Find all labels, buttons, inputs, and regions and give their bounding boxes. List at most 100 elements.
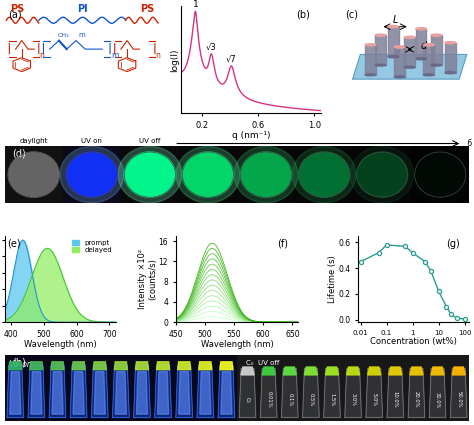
Bar — [237, 355, 469, 421]
Text: CH₃: CH₃ — [58, 33, 69, 38]
Polygon shape — [72, 362, 85, 370]
Ellipse shape — [350, 146, 414, 203]
Text: 5.0%: 5.0% — [372, 393, 377, 406]
Polygon shape — [408, 368, 425, 417]
Ellipse shape — [8, 152, 59, 197]
Polygon shape — [156, 362, 170, 370]
Polygon shape — [115, 371, 127, 414]
Ellipse shape — [365, 74, 376, 76]
Text: (c): (c) — [345, 10, 358, 20]
Ellipse shape — [299, 152, 350, 197]
Polygon shape — [10, 371, 21, 414]
Polygon shape — [431, 367, 444, 375]
Ellipse shape — [416, 58, 427, 60]
Text: n: n — [40, 51, 45, 60]
Text: √7: √7 — [226, 55, 237, 64]
Polygon shape — [324, 368, 340, 417]
Bar — [121, 146, 179, 203]
Text: PS: PS — [10, 4, 24, 14]
Polygon shape — [394, 47, 405, 77]
Ellipse shape — [375, 34, 386, 37]
Text: m: m — [111, 51, 118, 60]
Polygon shape — [197, 365, 214, 417]
Polygon shape — [423, 45, 434, 75]
Polygon shape — [199, 362, 212, 370]
Polygon shape — [304, 367, 318, 375]
Text: C₀: C₀ — [245, 397, 250, 402]
Ellipse shape — [118, 146, 182, 203]
Text: 3.0%: 3.0% — [351, 393, 356, 406]
Polygon shape — [176, 365, 192, 417]
Ellipse shape — [445, 42, 456, 44]
Ellipse shape — [292, 146, 356, 203]
Text: 50.0%: 50.0% — [456, 391, 461, 408]
Polygon shape — [220, 362, 233, 370]
Polygon shape — [365, 45, 376, 75]
Text: PI: PI — [77, 4, 88, 14]
Polygon shape — [94, 371, 105, 414]
Text: UV off: UV off — [139, 138, 161, 144]
Ellipse shape — [416, 28, 427, 30]
Polygon shape — [262, 367, 275, 375]
Ellipse shape — [124, 152, 175, 197]
Polygon shape — [353, 54, 467, 79]
Polygon shape — [112, 365, 129, 417]
Text: (a): (a) — [8, 10, 21, 20]
Ellipse shape — [423, 44, 434, 46]
Ellipse shape — [431, 64, 442, 66]
Ellipse shape — [394, 76, 405, 78]
Y-axis label: log(I): log(I) — [170, 48, 179, 71]
Ellipse shape — [415, 152, 466, 197]
Polygon shape — [200, 371, 211, 414]
Text: (f): (f) — [277, 238, 288, 249]
Polygon shape — [241, 367, 254, 375]
Polygon shape — [137, 371, 147, 414]
Bar — [63, 146, 121, 203]
Ellipse shape — [388, 56, 399, 58]
Text: $d$: $d$ — [420, 40, 428, 51]
Polygon shape — [91, 365, 108, 417]
Text: C₀  UV off: C₀ UV off — [246, 360, 280, 366]
Polygon shape — [302, 368, 319, 417]
Ellipse shape — [423, 74, 434, 76]
Legend: prompt, delayed: prompt, delayed — [71, 239, 112, 254]
Polygon shape — [70, 365, 87, 417]
Text: PS: PS — [140, 4, 155, 14]
Text: 0.5%: 0.5% — [309, 393, 313, 406]
Polygon shape — [179, 371, 190, 414]
Polygon shape — [326, 367, 338, 375]
Text: (e): (e) — [7, 238, 20, 249]
Polygon shape — [157, 371, 169, 414]
Polygon shape — [387, 368, 404, 417]
Ellipse shape — [356, 152, 408, 197]
Ellipse shape — [404, 36, 415, 39]
X-axis label: Concentration (wt%): Concentration (wt%) — [370, 337, 457, 346]
Ellipse shape — [365, 44, 376, 46]
Polygon shape — [410, 367, 423, 375]
Polygon shape — [7, 365, 24, 417]
Polygon shape — [282, 368, 298, 417]
Polygon shape — [31, 371, 42, 414]
Polygon shape — [73, 371, 84, 414]
Polygon shape — [9, 362, 22, 370]
Polygon shape — [30, 362, 43, 370]
Polygon shape — [260, 368, 277, 417]
Polygon shape — [239, 368, 256, 417]
Polygon shape — [93, 362, 106, 370]
Bar — [295, 146, 353, 203]
Polygon shape — [221, 371, 232, 414]
Text: 1: 1 — [192, 0, 198, 9]
Bar — [5, 146, 63, 203]
Text: 20.0%: 20.0% — [414, 391, 419, 408]
Y-axis label: Intensity ×10²
(counts/s): Intensity ×10² (counts/s) — [138, 249, 157, 309]
Text: UV on: UV on — [82, 138, 102, 144]
Bar — [353, 146, 411, 203]
Text: (b): (b) — [296, 10, 310, 20]
Polygon shape — [51, 362, 64, 370]
Ellipse shape — [394, 46, 405, 48]
Polygon shape — [452, 367, 465, 375]
Text: 10.0%: 10.0% — [393, 391, 398, 408]
Ellipse shape — [234, 146, 298, 203]
Text: 1.5%: 1.5% — [329, 393, 335, 406]
Polygon shape — [431, 35, 442, 65]
